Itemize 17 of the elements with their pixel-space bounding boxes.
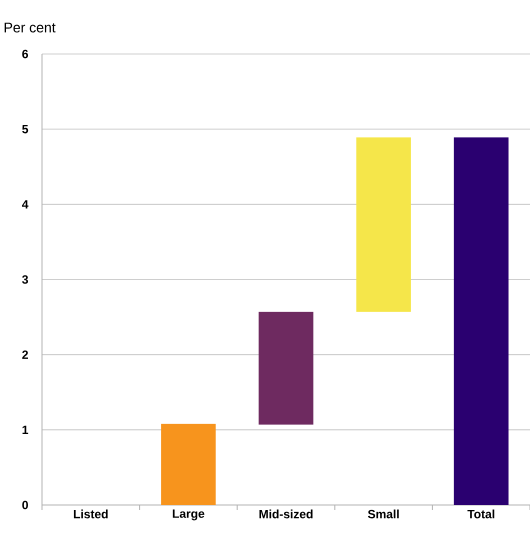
y-tick-label: 2 — [22, 350, 28, 359]
y-axis-title: Per cent — [4, 22, 56, 32]
y-tick-label: 3 — [22, 275, 28, 284]
x-tick-label: Total — [467, 510, 494, 518]
x-tick-label: Small — [368, 510, 399, 518]
bar — [161, 424, 216, 505]
y-tick-label: 6 — [22, 50, 28, 58]
y-tick-label: 1 — [22, 426, 28, 434]
x-tick-label: Listed — [74, 510, 108, 518]
bar — [454, 137, 509, 505]
y-tick-label: 0 — [22, 500, 28, 510]
x-tick-label: Mid-sized — [259, 510, 313, 518]
y-tick-label: 4 — [22, 200, 28, 208]
bar — [258, 312, 314, 425]
x-tick-label: Large — [172, 510, 204, 520]
bar — [356, 137, 411, 312]
y-tick-label: 5 — [22, 124, 28, 134]
